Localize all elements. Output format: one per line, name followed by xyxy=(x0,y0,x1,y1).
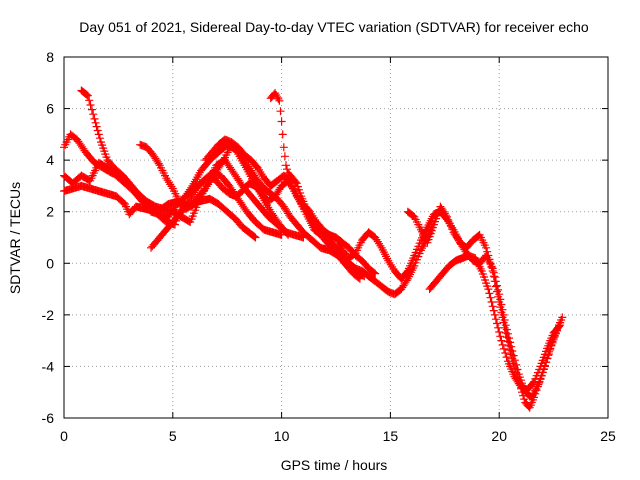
y-tick-label: 8 xyxy=(46,49,54,65)
x-tick-label: 25 xyxy=(600,428,616,444)
x-axis-label: GPS time / hours xyxy=(281,457,388,473)
data-points xyxy=(60,86,567,412)
y-tick-label: 0 xyxy=(46,255,54,271)
plot-frame xyxy=(63,56,609,419)
point-markers xyxy=(147,171,364,283)
series-track-11 xyxy=(425,251,565,394)
y-tick-label: 4 xyxy=(46,152,54,168)
series-track-9 xyxy=(332,207,567,402)
y-tick-label: -2 xyxy=(42,307,55,323)
series-track-6 xyxy=(147,171,364,283)
chart-title: Day 051 of 2021, Sidereal Day-to-day VTE… xyxy=(79,19,589,35)
series-track-10 xyxy=(403,202,565,412)
y-tick-label: 2 xyxy=(46,204,54,220)
y-tick-label: -6 xyxy=(42,410,55,426)
y-tick-label: 6 xyxy=(46,101,54,117)
axis-ticks: 0 5 10 15 20 25 -6 -4 -2 0 2 4 6 8 xyxy=(42,49,616,444)
y-axis-label: SDTVAR / TECUs xyxy=(7,182,23,294)
point-markers xyxy=(425,251,565,394)
x-tick-label: 15 xyxy=(383,428,399,444)
y-tick-label: -4 xyxy=(42,358,55,374)
grid-lines xyxy=(64,57,608,418)
x-tick-label: 20 xyxy=(491,428,507,444)
x-tick-label: 0 xyxy=(60,428,68,444)
point-markers xyxy=(403,202,565,412)
point-markers xyxy=(332,207,567,402)
x-tick-label: 5 xyxy=(169,428,177,444)
x-tick-label: 10 xyxy=(274,428,290,444)
